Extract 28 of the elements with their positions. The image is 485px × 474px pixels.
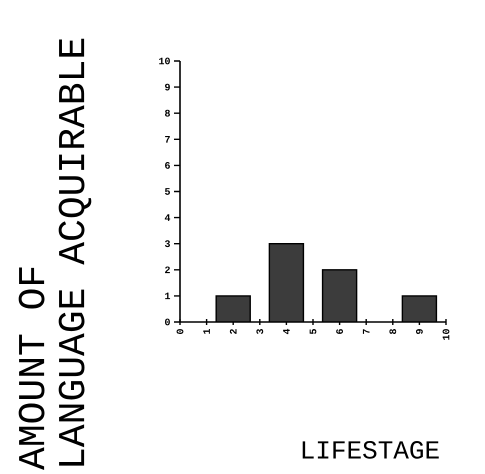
y-tick-label: 4 [164,214,170,221]
x-tick-label: 7 [362,329,370,334]
x-tick-label: 8 [389,329,396,334]
y-tick-label: 3 [164,240,170,248]
x-tick-label: 9 [416,329,423,334]
x-tick-label: 3 [256,329,264,334]
x-tick-label: 2 [230,329,237,334]
x-tick-label: 10 [442,329,450,340]
y-tick-label: 2 [165,266,170,274]
x-tick-label: 4 [283,328,290,334]
x-tick-label: 0 [176,329,184,334]
y-tick-label: 9 [165,84,170,90]
bar [402,295,438,322]
y-tick-label: 1 [165,292,170,300]
y-tick-label: 5 [164,188,170,195]
y-tick-label: 0 [165,318,170,326]
y-tick-label: 10 [159,58,170,64]
x-tick-label: 6 [336,329,343,334]
y-tick-label: 8 [165,110,170,117]
y-tick-label: 6 [165,162,170,169]
bar [322,270,357,322]
bar [269,244,304,322]
bar [216,296,250,322]
y-tick-label: 7 [165,136,170,143]
x-axis-title: LIFESTAGE [302,441,439,459]
y-axis-title: AMOUNT OF LANGUAGE ACQUIRABLE [18,38,92,470]
x-tick-label: 5 [310,329,316,334]
x-tick-label: 1 [203,328,210,334]
